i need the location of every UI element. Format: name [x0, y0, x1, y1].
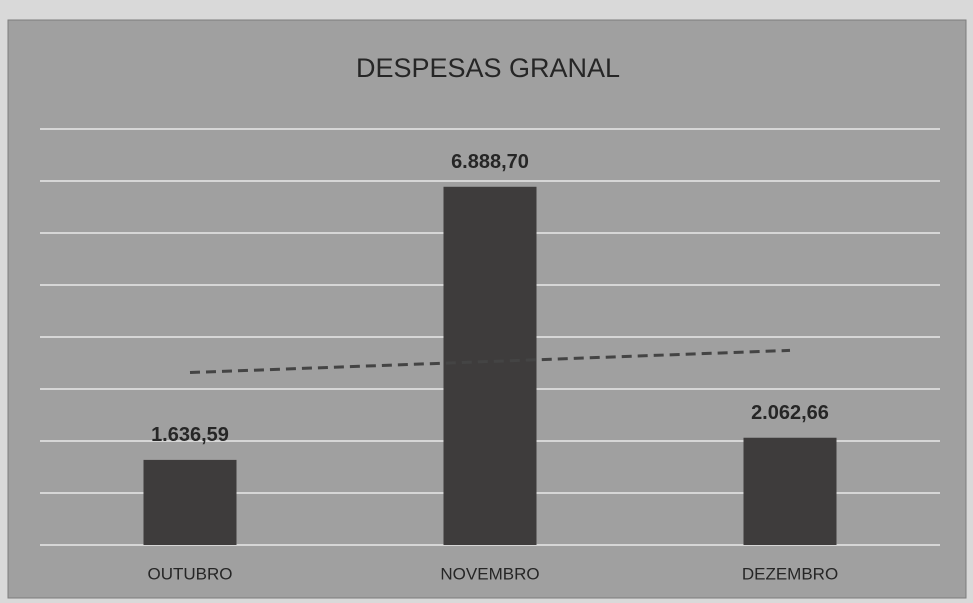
data-label: 6.888,70 [451, 151, 529, 173]
bar [743, 437, 837, 545]
x-tick-label: DEZEMBRO [742, 564, 838, 583]
bar [443, 186, 537, 545]
bar [143, 459, 237, 545]
data-label: 1.636,59 [151, 424, 229, 446]
chart-title: DESPESAS GRANAL [356, 53, 620, 83]
x-tick-label: OUTUBRO [148, 564, 233, 583]
trendline [189, 348, 791, 375]
data-label: 2.062,66 [751, 402, 829, 424]
x-tick-label: NOVEMBRO [440, 564, 539, 583]
